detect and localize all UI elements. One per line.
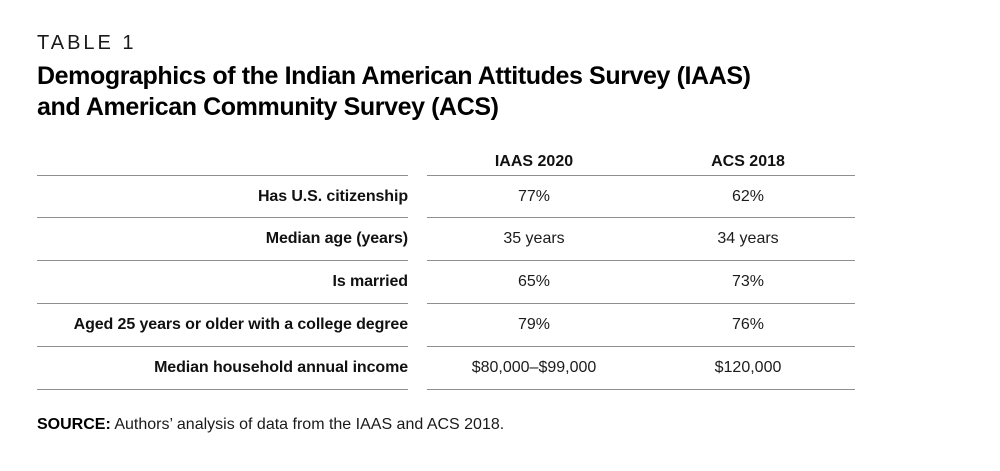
row-label: Has U.S. citizenship bbox=[37, 176, 408, 218]
acs-value: 76% bbox=[641, 304, 855, 347]
source-note: SOURCE: Authors’ analysis of data from t… bbox=[37, 414, 504, 435]
column-gap bbox=[408, 218, 427, 261]
acs-value: 73% bbox=[641, 261, 855, 304]
table-number-label: TABLE 1 bbox=[37, 32, 137, 54]
table-title-line2: and American Community Survey (ACS) bbox=[37, 93, 499, 121]
column-gap bbox=[408, 261, 427, 304]
column-gap bbox=[408, 304, 427, 347]
iaas-value: 79% bbox=[427, 304, 641, 347]
source-text: Authors’ analysis of data from the IAAS … bbox=[114, 416, 505, 433]
iaas-value: 35 years bbox=[427, 218, 641, 261]
iaas-value: $80,000–$99,000 bbox=[427, 347, 641, 390]
row-label: Median age (years) bbox=[37, 218, 408, 261]
acs-value: $120,000 bbox=[641, 347, 855, 390]
column-header-iaas: IAAS 2020 bbox=[427, 148, 641, 176]
iaas-value: 65% bbox=[427, 261, 641, 304]
acs-value: 62% bbox=[641, 176, 855, 218]
row-label: Is married bbox=[37, 261, 408, 304]
column-gap bbox=[408, 148, 427, 176]
column-header-acs: ACS 2018 bbox=[641, 148, 855, 176]
source-label: SOURCE: bbox=[37, 416, 111, 433]
acs-value: 34 years bbox=[641, 218, 855, 261]
row-label: Median household annual income bbox=[37, 347, 408, 390]
demographics-table: IAAS 2020 ACS 2018 Has U.S. citizenship … bbox=[37, 148, 855, 390]
table-title-line1: Demographics of the Indian American Atti… bbox=[37, 62, 751, 90]
column-gap bbox=[408, 176, 427, 218]
column-header-blank bbox=[37, 148, 408, 176]
table-title: Demographics of the Indian American Atti… bbox=[37, 61, 751, 123]
row-label: Aged 25 years or older with a college de… bbox=[37, 304, 408, 347]
iaas-value: 77% bbox=[427, 176, 641, 218]
column-gap bbox=[408, 347, 427, 390]
